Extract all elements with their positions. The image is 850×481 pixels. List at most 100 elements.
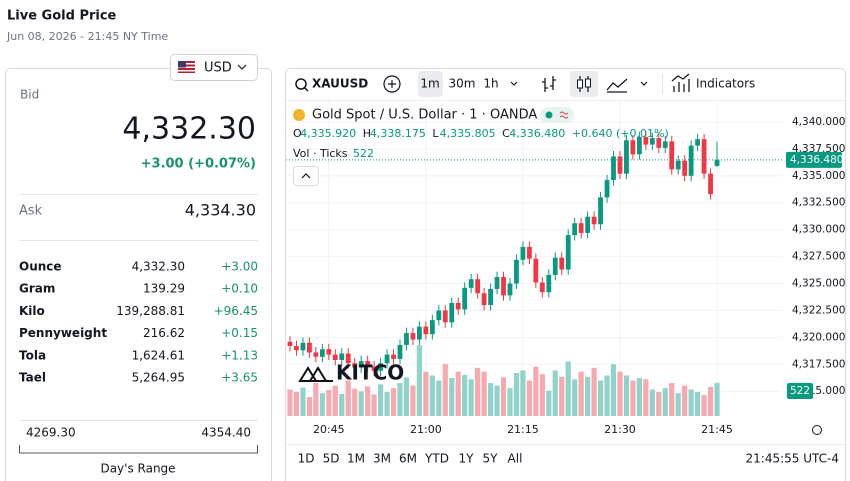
- candle-body: [565, 235, 571, 270]
- candle-body: [417, 326, 422, 340]
- indicators-icon[interactable]: [671, 73, 690, 92]
- candle-body: [462, 287, 468, 310]
- candle-icon: [585, 78, 591, 88]
- period-button[interactable]: 1Y: [459, 452, 475, 466]
- volume-bar: [429, 375, 435, 416]
- candle-body: [546, 274, 552, 293]
- flag-stripe: [178, 70, 195, 72]
- period-button[interactable]: All: [508, 452, 523, 466]
- period-button[interactable]: 6M: [399, 452, 417, 466]
- candle-body: [294, 345, 299, 351]
- range-high: 4354.40: [201, 426, 251, 440]
- quote-card: [5, 68, 272, 481]
- area-icon[interactable]: [606, 78, 628, 93]
- candle-body: [468, 279, 474, 288]
- candle-body: [585, 216, 591, 233]
- unit-change: +3.00: [221, 260, 258, 274]
- range-selector: 1D 5D 1M 3M 6M YTD 1Y 5Y All: [298, 452, 523, 466]
- volume-bar: [475, 367, 481, 416]
- volume-bar: [436, 380, 442, 416]
- chevron[interactable]: [510, 81, 518, 86]
- bar-style-icon[interactable]: [542, 76, 556, 92]
- volume-bar: [319, 393, 325, 416]
- candle-body: [326, 349, 332, 355]
- period-button[interactable]: 1D: [298, 452, 315, 466]
- volume-bar: [701, 395, 707, 416]
- period-button[interactable]: 3M: [373, 452, 391, 466]
- volume-bar: [669, 383, 675, 416]
- unit-change: +96.45: [214, 304, 258, 318]
- unit-price: 1,624.61: [132, 348, 185, 362]
- candle-body: [313, 352, 319, 357]
- volume-bar: [636, 378, 642, 416]
- volume-bar: [306, 397, 313, 416]
- candle-body: [669, 141, 675, 170]
- volume-bar: [688, 389, 694, 416]
- candle-body: [636, 137, 642, 155]
- candle-body: [656, 138, 662, 148]
- legend-key: H: [363, 127, 371, 140]
- compare-button[interactable]: [383, 75, 401, 93]
- candle-body: [520, 246, 526, 260]
- collapse-button[interactable]: [293, 166, 319, 186]
- unit-name: Ounce: [19, 260, 62, 274]
- candle-body: [695, 139, 701, 146]
- x-tick-label: 21:45: [701, 423, 733, 436]
- currency-label: USD: [204, 61, 232, 76]
- volume-bar: [371, 394, 377, 416]
- period-button[interactable]: 1M: [347, 452, 365, 466]
- interval[interactable]: 30m: [449, 77, 476, 91]
- candle-body: [307, 342, 312, 353]
- plus-icon: [388, 80, 396, 88]
- chevron[interactable]: [640, 81, 648, 86]
- candle-body: [397, 344, 403, 359]
- candle-body: [572, 223, 578, 236]
- volume-bar: [630, 380, 636, 416]
- indicators-button[interactable]: Indicators: [696, 77, 755, 91]
- candle-body: [449, 302, 455, 323]
- y-tick-label: 4,317.500: [792, 358, 845, 370]
- volume-bar: [546, 390, 552, 416]
- symbol[interactable]: XAUUSD: [312, 77, 368, 91]
- candle-body: [507, 283, 513, 296]
- candle-body: [624, 140, 629, 174]
- period-button[interactable]: 5Y: [483, 452, 499, 466]
- timestamp: Jun 08, 2026 - 21:45 NY Time: [6, 30, 168, 43]
- volume-bar: [339, 393, 345, 416]
- y-tick-label: 4,322.500: [792, 304, 845, 316]
- legend-change: +0.640 (+0.01%): [572, 127, 669, 140]
- candle-body: [358, 361, 364, 368]
- candle-body: [533, 258, 539, 283]
- period-button[interactable]: 5D: [323, 452, 340, 466]
- volume-bar: [526, 380, 532, 416]
- unit-name: Tael: [19, 371, 46, 385]
- volume-bar: [552, 370, 558, 416]
- volume-bar: [332, 385, 338, 416]
- volume-bar: [643, 379, 649, 416]
- unit-name: Kilo: [19, 304, 45, 318]
- period-button[interactable]: YTD: [424, 452, 449, 466]
- settings-icon[interactable]: [812, 425, 822, 435]
- candle-body: [429, 320, 435, 335]
- volume-bar: [313, 383, 319, 416]
- volume-bar: [365, 386, 371, 416]
- legend-value: 4,336.480: [509, 127, 565, 140]
- candle-body: [643, 137, 649, 145]
- interval[interactable]: 1m: [420, 77, 439, 91]
- x-tick-label: 21:30: [604, 423, 636, 436]
- currency-select[interactable]: USD: [170, 54, 258, 81]
- unit-name: Gram: [19, 282, 55, 296]
- chart-toolbar: XAUUSD Indicators 1m 30m 1h: [295, 71, 755, 97]
- volume-bar: [358, 391, 364, 416]
- unit-price: 4,332.30: [132, 260, 185, 274]
- flag-stripe: [178, 63, 195, 65]
- legend-value: 4,335.805: [440, 127, 496, 140]
- unit-table: Ounce 4,332.30 +3.00 Gram 139.29 +0.10 Kilo 139…: [19, 260, 258, 385]
- volume-bar: [513, 372, 520, 416]
- volume-bar: [384, 391, 390, 416]
- volume-bar: [682, 385, 688, 416]
- volume-bar: [520, 370, 526, 416]
- volume-bar: [500, 377, 507, 416]
- interval[interactable]: 1h: [483, 77, 498, 91]
